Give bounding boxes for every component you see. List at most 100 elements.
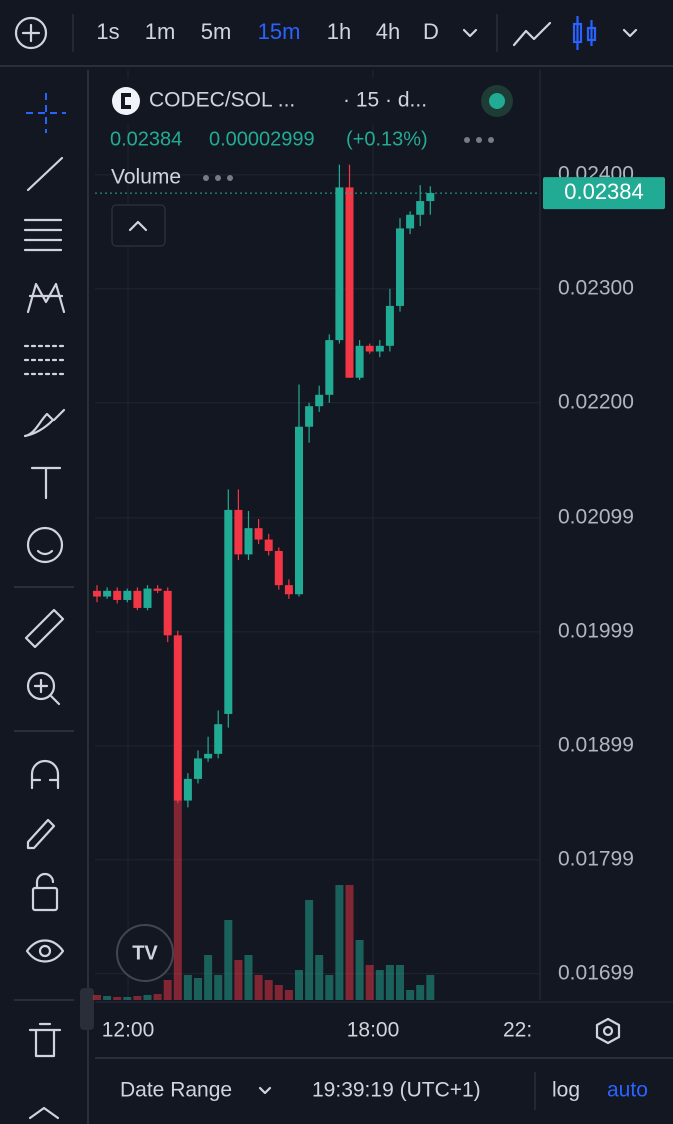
candle-body (113, 590, 122, 600)
volume-bar (204, 955, 213, 1000)
volume-bar (385, 965, 394, 1000)
candle-body (153, 588, 162, 591)
volume-bar (224, 920, 233, 1000)
legend-change: 0.00002999 (209, 128, 315, 150)
volume-bar (244, 955, 253, 1000)
trend-line-tool[interactable] (26, 156, 64, 192)
candle-body (183, 778, 192, 801)
candle-chart-button[interactable] (572, 16, 597, 50)
candle-body (416, 201, 425, 215)
interval-button[interactable]: 15m (258, 19, 301, 44)
zoom-tool[interactable] (26, 671, 56, 701)
crosshair-tool[interactable] (26, 93, 66, 133)
volume-bar (305, 900, 314, 1000)
fib-tool[interactable] (23, 218, 63, 252)
tv-logo-mark: TV (132, 942, 158, 964)
interval-button[interactable]: 1h (327, 19, 351, 44)
candle-body (406, 214, 415, 229)
y-tick-label: 0.01699 (558, 961, 634, 984)
candle-body (163, 590, 172, 636)
add-button[interactable] (14, 16, 48, 50)
interval-menu[interactable] (462, 28, 478, 38)
line-chart-button[interactable] (512, 21, 552, 47)
volume-label: Volume (111, 166, 181, 189)
volume-bar (194, 978, 202, 1000)
volume-bar (295, 970, 303, 1000)
volume-bar (143, 995, 152, 1000)
volume-bar (133, 996, 142, 1000)
interval-button[interactable]: 1s (96, 19, 119, 44)
volume-bar (365, 965, 374, 1000)
legend-bg (100, 78, 520, 124)
scroll-indicator (28, 1106, 60, 1120)
clock[interactable]: 19:39:19 (UTC+1) (312, 1079, 481, 1102)
volume-bar (264, 980, 273, 1000)
candle-body (93, 590, 101, 597)
interval-button[interactable]: 4h (376, 19, 400, 44)
pattern-tool[interactable] (26, 282, 66, 314)
candle-body (133, 590, 142, 608)
ruler-tool[interactable] (24, 608, 65, 649)
chevron-up (128, 220, 148, 232)
candle-body (123, 590, 132, 600)
volume-menu[interactable] (203, 175, 233, 181)
candles (93, 164, 540, 1000)
volume-bar (123, 997, 132, 1000)
legend-change-pct: (+0.13%) (346, 128, 428, 150)
candle-body (103, 590, 112, 597)
brush-tool[interactable] (23, 408, 66, 438)
visibility-tool[interactable] (25, 939, 65, 963)
add-icon (21, 23, 41, 43)
interval-button[interactable]: D (423, 19, 439, 44)
volume-bar (254, 975, 263, 1000)
y-tick-label: 0.02200 (558, 390, 634, 413)
chart-type-menu[interactable] (622, 28, 638, 38)
volume-bar (355, 940, 364, 1000)
lock-tool[interactable] (31, 886, 59, 912)
delete-tool[interactable] (28, 1022, 62, 1058)
volume-bar (113, 997, 122, 1000)
volume-bar (214, 975, 223, 1000)
candle-body (335, 187, 344, 341)
collapse-legend[interactable] (111, 204, 166, 247)
lock-shackle (35, 872, 55, 890)
volume-bar (325, 975, 334, 1000)
lock-drawings[interactable] (26, 818, 56, 850)
x-tick-label: 12:00 (102, 1019, 155, 1042)
volume-bar (183, 975, 192, 1000)
more-menu[interactable] (464, 137, 494, 143)
tv-logo[interactable] (116, 924, 174, 982)
text-tool[interactable] (30, 466, 62, 500)
collapse-toolbar[interactable] (80, 988, 94, 1030)
volume-bar (396, 965, 404, 1000)
log-button[interactable]: log (552, 1079, 580, 1102)
candle-body (396, 228, 404, 306)
candle-body (173, 635, 182, 801)
candle-body (264, 539, 273, 551)
interval-button[interactable]: 1m (145, 19, 176, 44)
date-range-button[interactable]: Date Range (120, 1079, 232, 1102)
y-tick-label: 0.01799 (558, 847, 634, 870)
interval-button[interactable]: 5m (201, 19, 232, 44)
volume-bar (163, 980, 172, 1000)
symbol-title[interactable]: CODEC/SOL ... (149, 89, 295, 112)
legend: CODEC/SOL ... · 15 · d... 0.02384 0.0000… (100, 78, 520, 247)
candle-body (305, 406, 314, 427)
magnet-tool[interactable] (30, 759, 60, 790)
token-logo (112, 87, 140, 115)
candle-body (244, 528, 253, 555)
candle-body (234, 509, 243, 555)
candle-body (426, 193, 435, 202)
y-tick-label: 0.02099 (558, 505, 634, 528)
emoji-tool[interactable] (26, 526, 64, 564)
auto-button[interactable]: auto (607, 1079, 648, 1102)
candle-body (204, 753, 213, 759)
prediction-tool[interactable] (23, 344, 65, 376)
settings-button[interactable] (595, 1017, 621, 1045)
candle-body (194, 758, 202, 779)
candle-body (385, 305, 394, 346)
last-price-tag (543, 177, 665, 210)
drawing-toolbar (14, 70, 94, 1124)
candle-body (365, 345, 374, 352)
